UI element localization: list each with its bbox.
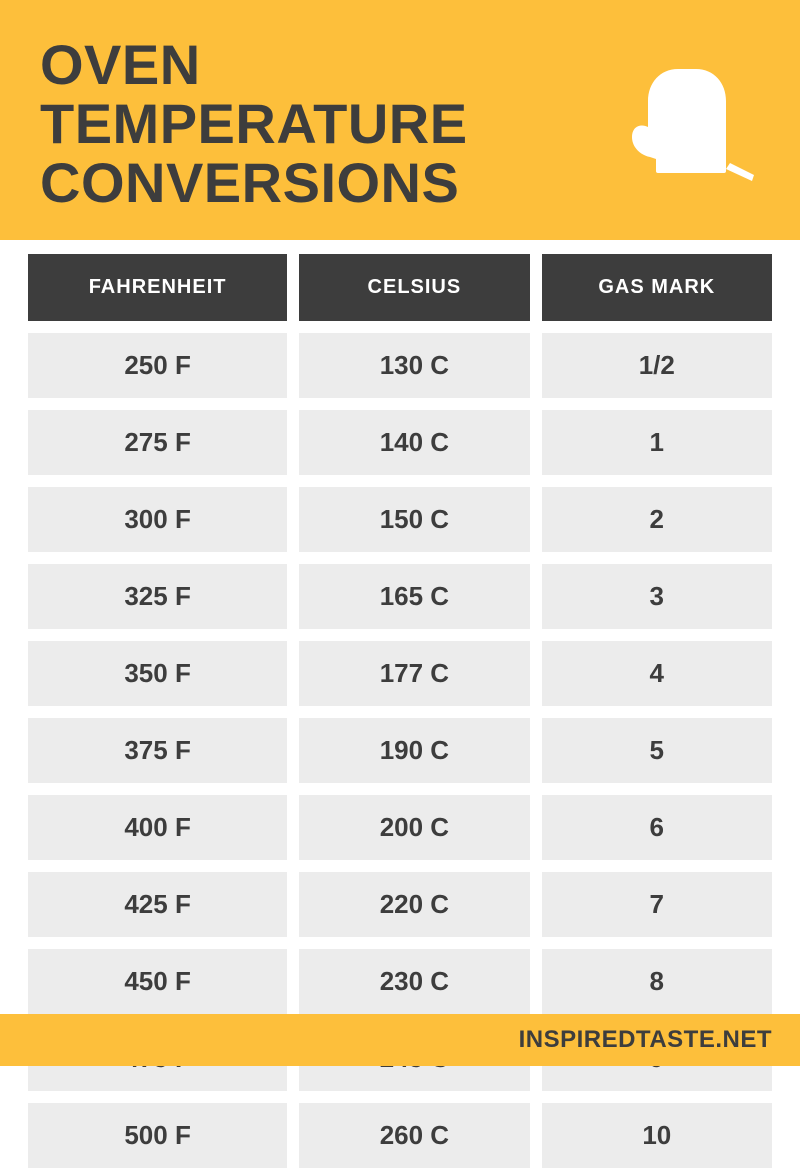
cell-g: 10 [542,1091,772,1168]
oven-mitt-icon [630,57,760,192]
cell-c: 177 C [299,629,529,706]
col-header-gasmark: GAS MARK [542,254,772,321]
cell-c: 165 C [299,552,529,629]
title-line-2: CONVERSIONS [40,151,459,214]
cell-c: 200 C [299,783,529,860]
footer-credit: INSPIREDTASTE.NET [519,1026,772,1053]
table-header-row: FAHRENHEIT CELSIUS GAS MARK [28,254,772,321]
page-title: OVEN TEMPERATURE CONVERSIONS [40,36,610,212]
table-row: 350 F177 C4 [28,629,772,706]
table-row: 500 F260 C10 [28,1091,772,1168]
cell-f: 325 F [28,552,287,629]
cell-g: 8 [542,937,772,1014]
cell-g: 4 [542,629,772,706]
cell-f: 350 F [28,629,287,706]
cell-c: 220 C [299,860,529,937]
cell-f: 300 F [28,475,287,552]
cell-f: 375 F [28,706,287,783]
cell-c: 130 C [299,321,529,398]
cell-c: 230 C [299,937,529,1014]
header: OVEN TEMPERATURE CONVERSIONS [0,0,800,240]
cell-f: 500 F [28,1091,287,1168]
cell-c: 190 C [299,706,529,783]
cell-f: 450 F [28,937,287,1014]
cell-c: 140 C [299,398,529,475]
table-row: 275 F140 C1 [28,398,772,475]
table-row: 400 F200 C6 [28,783,772,860]
col-header-celsius: CELSIUS [299,254,529,321]
table-row: 250 F130 C1/2 [28,321,772,398]
table-row: 325 F165 C3 [28,552,772,629]
cell-f: 250 F [28,321,287,398]
table-row: 425 F220 C7 [28,860,772,937]
cell-g: 7 [542,860,772,937]
cell-g: 5 [542,706,772,783]
cell-c: 260 C [299,1091,529,1168]
table-row: 375 F190 C5 [28,706,772,783]
cell-g: 2 [542,475,772,552]
table-row: 450 F230 C8 [28,937,772,1014]
cell-g: 1/2 [542,321,772,398]
cell-f: 275 F [28,398,287,475]
cell-g: 3 [542,552,772,629]
footer: INSPIREDTASTE.NET [0,1014,800,1066]
table-row: 300 F150 C2 [28,475,772,552]
col-header-fahrenheit: FAHRENHEIT [28,254,287,321]
cell-f: 425 F [28,860,287,937]
cell-g: 6 [542,783,772,860]
cell-f: 400 F [28,783,287,860]
cell-c: 150 C [299,475,529,552]
cell-g: 1 [542,398,772,475]
title-line-1: OVEN TEMPERATURE [40,33,468,155]
